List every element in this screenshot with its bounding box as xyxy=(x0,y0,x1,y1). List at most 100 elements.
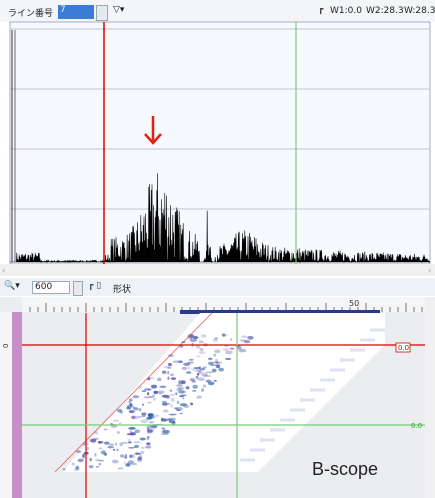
echo-dot xyxy=(241,336,247,338)
scroll-right[interactable]: › xyxy=(428,266,431,275)
echo-dot xyxy=(117,449,119,451)
echo-dot xyxy=(177,401,180,405)
echo-dot xyxy=(74,468,80,471)
echo-dot xyxy=(181,380,185,384)
vscrollbar[interactable] xyxy=(425,297,435,498)
ruler-top-label: 50 xyxy=(349,299,359,308)
echo-dot xyxy=(146,442,150,445)
marker-bottom: 0.0 xyxy=(411,422,422,430)
echo-dot xyxy=(186,386,190,389)
echo-dot xyxy=(196,345,200,348)
echo-dot xyxy=(132,463,137,465)
echo-dot xyxy=(208,362,214,366)
echo-dot xyxy=(169,394,175,396)
echo-dot xyxy=(167,376,169,380)
echo-dot xyxy=(189,359,194,361)
echo-dot xyxy=(247,336,253,340)
echo-dot xyxy=(213,354,216,357)
echo-dot xyxy=(170,373,174,376)
purple-strip xyxy=(12,312,22,498)
echo-dot xyxy=(130,432,136,435)
echo-dot xyxy=(128,441,132,443)
app-window: ライン番号 7 ▽▾ ┏ W1:0.0 W2:28.3 W:28.3 🔍▾ 60… xyxy=(0,0,435,498)
echo-dot xyxy=(162,401,167,404)
echo-dot xyxy=(120,454,124,457)
echo-dot xyxy=(167,371,169,374)
echo-dot xyxy=(136,452,139,455)
echo-dot xyxy=(197,377,205,381)
echo-dot xyxy=(147,392,149,395)
echo-dot xyxy=(82,456,85,459)
echo-dot xyxy=(138,408,141,412)
echo-dot xyxy=(142,413,146,417)
echo-dot xyxy=(137,457,142,461)
echo-dot xyxy=(99,463,101,466)
echo-dot xyxy=(225,358,231,360)
echo-dot xyxy=(179,395,184,397)
echo-dot xyxy=(72,463,75,466)
echo-dot xyxy=(104,453,106,456)
echo-dot xyxy=(164,409,168,411)
echo-dot xyxy=(179,413,183,415)
echo-dot xyxy=(173,360,180,363)
echo-dot xyxy=(180,403,187,406)
echo-dot xyxy=(174,407,178,409)
echo-dot xyxy=(162,371,166,374)
echo-dot xyxy=(178,390,184,394)
echo-dot xyxy=(151,426,157,429)
echo-dot xyxy=(214,349,220,353)
echo-dot xyxy=(78,459,84,463)
echo-dot xyxy=(147,429,154,432)
echo-dot xyxy=(141,447,146,449)
ruler-left-label: 0 xyxy=(2,344,10,348)
echo-dot xyxy=(200,348,204,351)
echo-dot xyxy=(63,468,66,470)
echo-dot xyxy=(206,372,214,374)
echo-dot xyxy=(118,468,124,470)
echo-dot xyxy=(104,429,108,431)
echo-dot xyxy=(213,361,219,363)
echo-dot xyxy=(113,420,119,422)
echo-dot xyxy=(230,338,232,341)
echo-dot xyxy=(104,442,110,445)
echo-dot xyxy=(146,426,152,430)
echo-dot xyxy=(154,391,159,394)
echo-dot xyxy=(133,395,140,398)
echo-dot xyxy=(225,351,232,355)
echo-dot xyxy=(188,367,190,370)
echo-dot xyxy=(112,460,119,464)
echo-dot xyxy=(171,398,175,402)
echo-dot xyxy=(170,404,172,408)
echo-dot xyxy=(113,449,116,451)
echo-dot xyxy=(129,403,132,407)
echo-dot xyxy=(230,348,234,350)
echo-dot xyxy=(153,398,156,401)
echo-dot xyxy=(149,421,155,423)
echo-dot xyxy=(222,333,225,336)
echo-dot xyxy=(162,430,170,434)
echo-dot xyxy=(186,371,191,373)
echo-dot xyxy=(168,363,172,366)
echo-dot xyxy=(125,463,130,467)
echo-dot xyxy=(187,362,194,364)
echo-dot xyxy=(148,402,152,404)
marker-top: 0.0 xyxy=(398,344,409,352)
echo-dot xyxy=(127,405,129,408)
echo-dot xyxy=(196,396,202,399)
echo-dot xyxy=(239,339,246,342)
echo-dot xyxy=(192,390,196,392)
echo-dot xyxy=(98,441,102,444)
scroll-left[interactable]: ‹ xyxy=(2,266,5,275)
echo-dot xyxy=(175,392,177,395)
echo-dot xyxy=(214,337,217,339)
echo-dot xyxy=(141,419,149,423)
plots: ‹ › 50 0 0.0 0.0 B-scope xyxy=(0,0,435,498)
echo-dot xyxy=(196,369,201,372)
echo-dot xyxy=(190,403,193,406)
echo-dot xyxy=(144,396,151,398)
echo-dot xyxy=(201,373,207,377)
echo-dot xyxy=(145,445,151,448)
scrollbar[interactable] xyxy=(0,264,435,276)
echo-dot xyxy=(119,422,122,424)
echo-dot xyxy=(215,359,218,362)
